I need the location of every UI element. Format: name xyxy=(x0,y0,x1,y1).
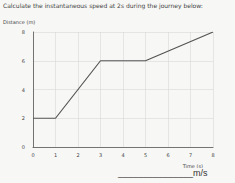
svg-text:2: 2 xyxy=(22,115,25,121)
svg-text:0: 0 xyxy=(31,152,34,158)
svg-text:3: 3 xyxy=(99,152,102,158)
html-text:Calculate the instantaneous sp: Calculate the instantaneous speed at 2s … xyxy=(3,2,203,9)
svg-text:7: 7 xyxy=(189,152,192,158)
svg-text:8: 8 xyxy=(22,29,25,35)
svg-text:Distance (m): Distance (m) xyxy=(3,19,35,25)
html-text:_______________ m/s: _______________ m/s xyxy=(118,168,208,178)
svg-text:4: 4 xyxy=(121,152,124,158)
svg-text:1: 1 xyxy=(54,152,57,158)
svg-text:4: 4 xyxy=(22,87,25,93)
svg-text:5: 5 xyxy=(144,152,147,158)
svg-text:6: 6 xyxy=(22,58,25,64)
svg-text:6: 6 xyxy=(166,152,169,158)
svg-text:0: 0 xyxy=(22,144,25,150)
svg-text:2: 2 xyxy=(76,152,79,158)
svg-text:Time (s): Time (s) xyxy=(182,163,203,169)
svg-text:8: 8 xyxy=(211,152,214,158)
